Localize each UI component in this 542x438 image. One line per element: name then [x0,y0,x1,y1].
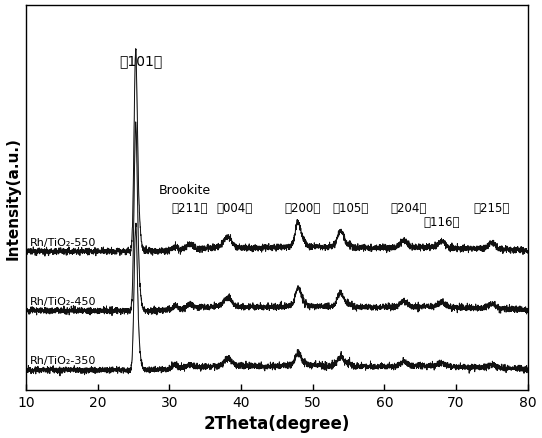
Text: （004）: （004） [216,201,252,214]
Y-axis label: Intensity(a.u.): Intensity(a.u.) [5,137,21,259]
Text: （200）: （200） [284,201,320,214]
Text: （116）: （116） [424,216,460,229]
Text: Rh/TiO₂-450: Rh/TiO₂-450 [30,297,96,306]
Text: （101）: （101） [119,54,163,68]
Text: Rh/TiO₂-550: Rh/TiO₂-550 [30,237,96,247]
Text: （211）: （211） [172,201,208,214]
Text: Rh/TiO₂-350: Rh/TiO₂-350 [30,356,96,366]
Text: Brookite: Brookite [159,184,211,196]
Text: （204）: （204） [390,201,427,214]
Text: （215）: （215） [474,201,510,214]
Text: （105）: （105） [333,201,369,214]
X-axis label: 2Theta(degree): 2Theta(degree) [204,414,350,432]
